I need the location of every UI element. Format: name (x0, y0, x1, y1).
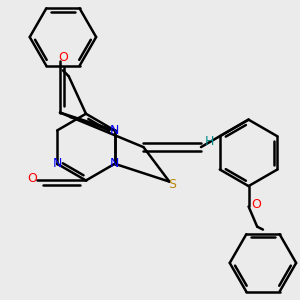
Text: H: H (205, 135, 214, 148)
Text: O: O (28, 172, 38, 185)
Text: N: N (110, 157, 119, 170)
Text: O: O (251, 199, 261, 212)
Text: S: S (168, 178, 176, 191)
Text: N: N (52, 157, 62, 170)
Text: O: O (58, 50, 68, 64)
Text: N: N (110, 124, 119, 137)
